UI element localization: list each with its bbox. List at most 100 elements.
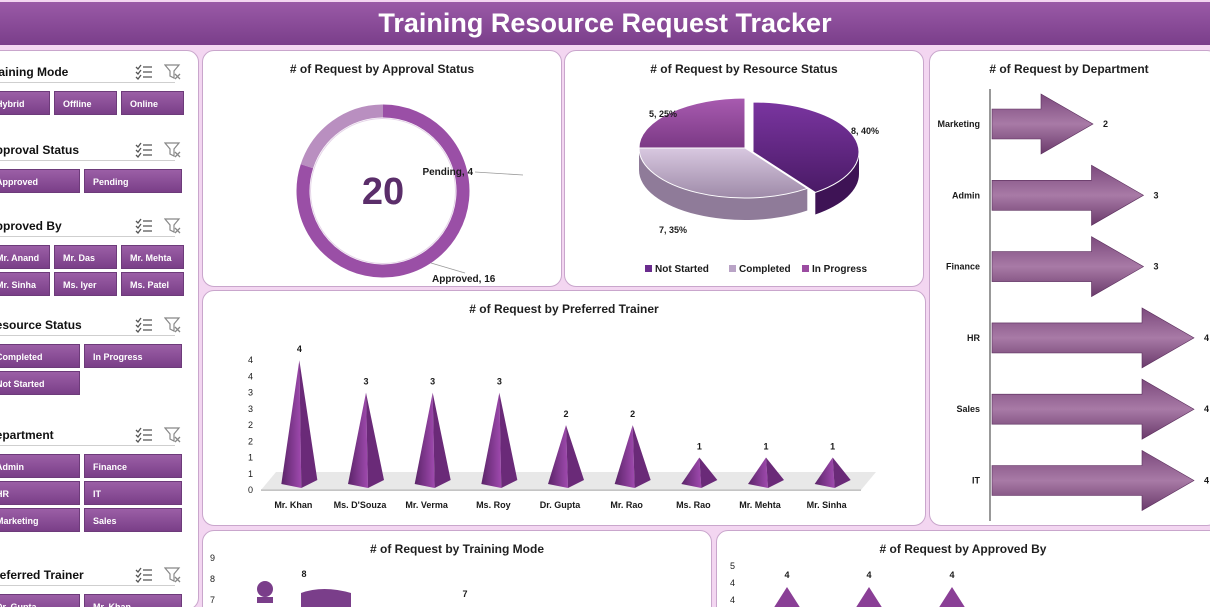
slicer-item-completed[interactable]: Completed (0, 344, 80, 368)
clear-filter-icon[interactable] (163, 64, 182, 80)
data-label-finance: 3 (1154, 262, 1159, 272)
slicer-title: Approval Status (0, 143, 80, 157)
slicer-item-hr[interactable]: HR (0, 481, 80, 505)
multi-select-icon[interactable] (135, 64, 153, 80)
slicer-title: Training Mode (0, 65, 69, 79)
slicer-item-admin[interactable]: Admin (0, 454, 80, 478)
slicer-header: Approval Status (0, 141, 181, 161)
y-tick-label: 3 (248, 404, 253, 414)
slicer-item-approved[interactable]: Approved (0, 169, 80, 193)
legend-swatch (729, 265, 736, 272)
slicer-item-mr-khan[interactable]: Mr. Khan (84, 594, 182, 607)
clear-filter-icon[interactable] (163, 218, 182, 234)
donut-inner-ring (310, 118, 456, 264)
pyramid-side-ms-roy (499, 392, 518, 488)
y-tick-label: 4 (730, 595, 735, 605)
multi-select-icon[interactable] (135, 567, 153, 583)
slicer-item-in-progress[interactable]: In Progress (84, 344, 182, 368)
pie-slice-in-progress (638, 97, 746, 149)
slicer-item-it[interactable]: IT (84, 481, 182, 505)
chart-title: # of Request by Department (989, 62, 1149, 76)
pyramid-mr-sinha (814, 457, 835, 488)
slicer-item-mr-sinha[interactable]: Mr. Sinha (0, 272, 50, 296)
bar-arrow-admin (991, 164, 1145, 226)
pyramid-side-ms-rao (699, 457, 718, 488)
x-tick-label-mr-khan: Mr. Khan (274, 500, 312, 510)
pyramid-ms-rao (681, 457, 702, 488)
slicer-item-pending[interactable]: Pending (84, 169, 182, 193)
multi-select-icon[interactable] (135, 218, 153, 234)
data-label-not-started: 8, 40% (851, 126, 879, 136)
y-tick-label: 4 (730, 578, 735, 588)
data-label-admin: 3 (1154, 190, 1159, 200)
donut-center-total: 20 (362, 171, 404, 213)
x-tick-label-mr-verma: Mr. Verma (405, 500, 449, 510)
slicer-title: Resource Status (0, 318, 82, 332)
slicer-header: Preferred Trainer (0, 566, 181, 586)
clear-filter-icon[interactable] (163, 427, 182, 443)
multi-select-icon[interactable] (135, 317, 153, 333)
slicer-item-finance[interactable]: Finance (84, 454, 182, 478)
slicer-item-ms-iyer[interactable]: Ms. Iyer (54, 272, 117, 296)
slicer-preferred-trainer: Preferred Trainer Dr. Gupta Mr. Khan (0, 566, 187, 607)
slicer-item-hybrid[interactable]: Hybrid (0, 91, 50, 115)
pyramid-side-mr-mehta (766, 457, 784, 488)
data-label-approver-1: 4 (784, 570, 789, 580)
donut-slice-approved (296, 104, 470, 278)
slicer-item-marketing[interactable]: Marketing (0, 508, 80, 532)
data-label-pending: Pending, 4 (422, 167, 473, 178)
y-tick-label: 9 (210, 553, 215, 563)
pyramid-mr-khan (281, 360, 302, 488)
slicer-title: Department (0, 428, 54, 442)
slicer-item-not-started[interactable]: Not Started (0, 371, 80, 395)
clear-filter-icon[interactable] (163, 317, 182, 333)
y-tick-label: 4 (248, 355, 253, 365)
data-label-mr-khan: 4 (297, 344, 302, 354)
legend-item-completed: Completed (739, 264, 791, 275)
pie-side-completed (639, 148, 808, 220)
y-tick-label: 2 (248, 436, 253, 446)
bar-arrow-it (991, 449, 1195, 512)
bar-arrow-hr (991, 307, 1195, 369)
training-mode-chart: # of Request by Training Mode 7 8 9 8 7 (202, 530, 712, 607)
slicer-header: Training Mode (0, 63, 181, 83)
slicer-item-offline[interactable]: Offline (54, 91, 117, 115)
slicer-item-sales[interactable]: Sales (84, 508, 182, 532)
chart-title: # of Request by Approval Status (289, 62, 475, 76)
x-tick-label-mr-mehta: Mr. Mehta (739, 500, 782, 510)
slicer-item-ms-patel[interactable]: Ms. Patel (121, 272, 184, 296)
slicer-item-mr-das[interactable]: Mr. Das (54, 245, 117, 269)
data-label-hr: 4 (1204, 333, 1209, 343)
x-tick-label-ms-roy: Ms. Roy (476, 500, 511, 510)
category-label-finance: Finance (946, 262, 980, 272)
slicer-training-mode: Training Mode HybridOfflineOnline (0, 63, 187, 115)
pyramid-side-dr-gupta (566, 425, 584, 488)
slicer-title: Preferred Trainer (0, 568, 84, 582)
legend-item-not-started: Not Started (655, 264, 709, 275)
data-label-sales: 4 (1204, 404, 1209, 414)
slicer-panel: Training Mode HybridOfflineOnline Approval… (0, 50, 199, 607)
multi-select-icon[interactable] (135, 427, 153, 443)
y-tick-label: 7 (210, 595, 215, 605)
x-tick-label-dr-gupta: Dr. Gupta (540, 500, 581, 510)
clear-filter-icon[interactable] (163, 142, 182, 158)
pie-slice-completed (638, 147, 809, 199)
y-tick-label: 1 (248, 469, 253, 479)
chart-title: # of Request by Resource Status (650, 62, 838, 76)
slicer-item-online[interactable]: Online (121, 91, 184, 115)
slicer-item-mr-anand[interactable]: Mr. Anand (0, 245, 50, 269)
data-label-approver-2: 4 (866, 570, 871, 580)
slicer-item-dr-gupta[interactable]: Dr. Gupta (0, 594, 80, 607)
data-label-approver-3: 4 (949, 570, 954, 580)
slicer-item-mr-mehta[interactable]: Mr. Mehta (121, 245, 184, 269)
bar-arrow-finance (991, 236, 1145, 298)
data-label-marketing: 2 (1103, 119, 1108, 129)
pyramid-approver-1 (774, 587, 800, 607)
x-tick-label-mr-sinha: Mr. Sinha (807, 500, 848, 510)
department-chart: # of Request by Department Marketing 2 Adm… (929, 50, 1210, 526)
category-label-sales: Sales (956, 404, 980, 414)
clear-filter-icon[interactable] (163, 567, 182, 583)
pyramid-mr-mehta (748, 457, 768, 488)
multi-select-icon[interactable] (135, 142, 153, 158)
